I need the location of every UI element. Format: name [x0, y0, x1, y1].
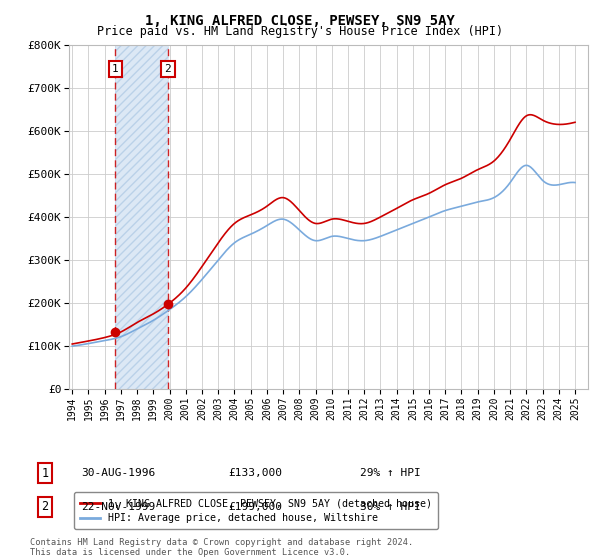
- Text: £199,000: £199,000: [228, 502, 282, 512]
- Text: 2: 2: [164, 64, 172, 74]
- Legend: 1, KING ALFRED CLOSE, PEWSEY, SN9 5AY (detached house), HPI: Average price, deta: 1, KING ALFRED CLOSE, PEWSEY, SN9 5AY (d…: [74, 492, 438, 529]
- Bar: [115, 45, 168, 389]
- Text: 30-AUG-1996: 30-AUG-1996: [81, 468, 155, 478]
- Bar: [115, 45, 168, 389]
- Text: 1, KING ALFRED CLOSE, PEWSEY, SN9 5AY: 1, KING ALFRED CLOSE, PEWSEY, SN9 5AY: [145, 14, 455, 28]
- Text: 22-NOV-1999: 22-NOV-1999: [81, 502, 155, 512]
- Text: 29% ↑ HPI: 29% ↑ HPI: [360, 468, 421, 478]
- Text: 1: 1: [112, 64, 119, 74]
- Text: Price paid vs. HM Land Registry's House Price Index (HPI): Price paid vs. HM Land Registry's House …: [97, 25, 503, 38]
- Text: 1: 1: [41, 466, 49, 480]
- Text: £133,000: £133,000: [228, 468, 282, 478]
- Text: 2: 2: [41, 500, 49, 514]
- Text: Contains HM Land Registry data © Crown copyright and database right 2024.
This d: Contains HM Land Registry data © Crown c…: [30, 538, 413, 557]
- Text: 30% ↑ HPI: 30% ↑ HPI: [360, 502, 421, 512]
